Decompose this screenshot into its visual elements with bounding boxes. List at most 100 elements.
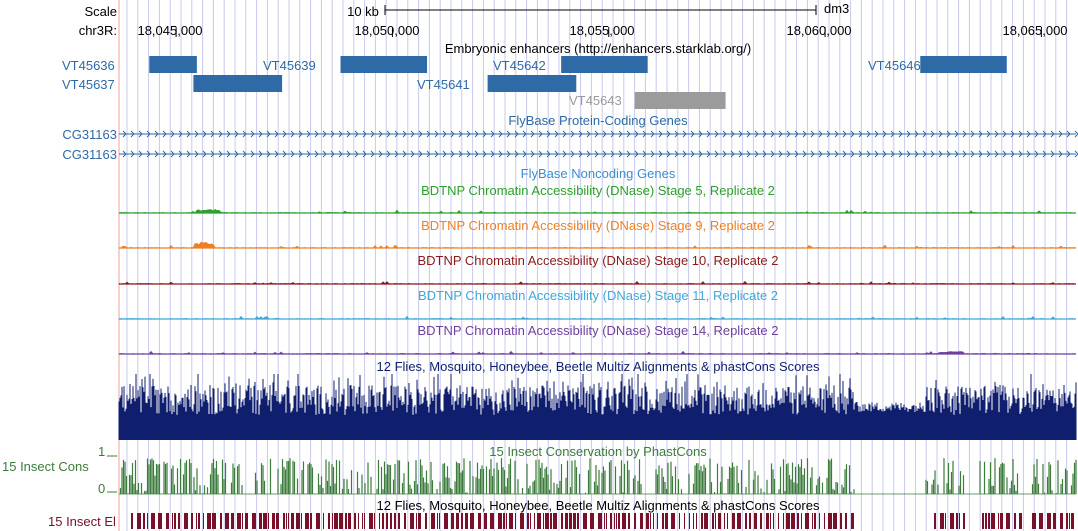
conserved-element: [286, 513, 287, 529]
conserved-element: [606, 513, 607, 529]
conserved-element: [196, 513, 197, 529]
conserved-element: [1047, 513, 1051, 529]
conserved-element: [791, 513, 795, 529]
conserved-element: [231, 513, 234, 529]
conserved-element: [242, 513, 243, 529]
conserved-element: [425, 513, 427, 529]
elements-side-label[interactable]: 15 Insect El: [48, 514, 116, 529]
scale-label: Scale: [84, 4, 117, 19]
dnase-track-title[interactable]: BDTNP Chromatin Accessibility (DNase) St…: [421, 183, 775, 198]
enhancer-label[interactable]: VT45636: [62, 58, 115, 73]
dnase-track-title[interactable]: BDTNP Chromatin Accessibility (DNase) St…: [421, 218, 775, 233]
conserved-element: [461, 513, 463, 529]
conserved-element: [348, 513, 351, 529]
conserved-element: [778, 513, 779, 529]
conserved-element: [358, 513, 359, 529]
conserved-element: [812, 513, 813, 529]
conserved-element: [207, 513, 211, 529]
conserved-element: [1060, 513, 1063, 529]
enhancer-feature: [634, 92, 726, 109]
conserved-element: [696, 513, 697, 529]
conserved-element: [550, 513, 552, 529]
ruler-tick-label: 18,050,000: [354, 23, 420, 38]
enhancer-track-title[interactable]: Embryonic enhancers (http://enhancers.st…: [444, 41, 752, 56]
conserved-element: [323, 513, 324, 529]
conserved-element: [291, 513, 294, 529]
conserved-element: [484, 513, 487, 529]
conserved-element: [622, 513, 626, 529]
ruler-tick-label: 18,045,000: [137, 23, 203, 38]
conserved-element: [988, 513, 990, 529]
conserved-element: [801, 513, 802, 529]
conserved-element: [288, 513, 289, 529]
conserved-element: [364, 513, 365, 529]
enhancer-label[interactable]: VT45643: [569, 93, 622, 108]
conserved-element: [263, 513, 267, 529]
enhancer-feature: [149, 56, 197, 73]
conserved-element: [693, 513, 694, 529]
dnase-track-title[interactable]: BDTNP Chromatin Accessibility (DNase) St…: [417, 288, 779, 303]
enhancer-label[interactable]: VT45639: [263, 58, 316, 73]
dnase-track-title[interactable]: BDTNP Chromatin Accessibility (DNase) St…: [417, 323, 779, 338]
conserved-element: [1071, 513, 1074, 529]
conserved-element: [404, 513, 406, 529]
conserved-element: [362, 513, 363, 529]
conserved-element: [212, 513, 216, 529]
conserved-element: [444, 513, 448, 529]
conserved-element: [934, 513, 936, 529]
multiz-track-title[interactable]: 12 Flies, Mosquito, Honeybee, Beetle Mul…: [376, 359, 820, 374]
conserved-element: [783, 513, 784, 529]
noncoding-track-title[interactable]: FlyBase Noncoding Genes: [520, 166, 676, 181]
conserved-element: [616, 513, 617, 529]
conserved-element: [418, 513, 421, 529]
conserved-element: [158, 513, 162, 529]
conserved-element: [950, 513, 954, 529]
conserved-element: [166, 513, 169, 529]
phastcons-side-label[interactable]: 15 Insect Cons: [2, 459, 89, 474]
conserved-element: [718, 513, 721, 529]
conserved-element: [390, 513, 392, 529]
conserved-element: [1053, 513, 1056, 529]
conserved-element: [172, 513, 173, 529]
conserved-element: [945, 513, 946, 529]
conserved-element: [814, 513, 816, 529]
enhancer-feature: [561, 56, 648, 73]
conserved-element: [701, 513, 703, 529]
enhancer-label[interactable]: VT45642: [493, 58, 546, 73]
enhancer-label[interactable]: VT45637: [62, 77, 115, 92]
elements-track-title[interactable]: 12 Flies, Mosquito, Honeybee, Beetle Mul…: [376, 498, 820, 513]
conserved-element: [565, 513, 568, 529]
conserved-element: [272, 513, 275, 529]
conserved-element: [268, 513, 269, 529]
conserved-element: [851, 513, 854, 529]
conserved-element: [470, 513, 474, 529]
conserved-element: [1019, 513, 1022, 529]
conserved-element: [573, 513, 576, 529]
conserved-element: [537, 513, 541, 529]
enhancer-label[interactable]: VT45641: [417, 77, 470, 92]
conserved-element: [598, 513, 602, 529]
gene-track-title[interactable]: FlyBase Protein-Coding Genes: [508, 113, 688, 128]
conserved-element: [509, 513, 513, 529]
conserved-element: [198, 513, 200, 529]
conserved-element: [959, 513, 960, 529]
conserved-element: [439, 513, 440, 529]
conserved-element: [749, 513, 751, 529]
conserved-element: [684, 513, 685, 529]
conserved-element: [770, 513, 771, 529]
conserved-element: [259, 513, 262, 529]
conserved-element: [824, 513, 825, 529]
conserved-element: [724, 513, 725, 529]
enhancer-label[interactable]: VT45646: [868, 58, 921, 73]
gene-label[interactable]: CG31163: [62, 147, 117, 162]
conserved-element: [653, 513, 654, 529]
conserved-element: [998, 513, 999, 529]
conserved-element: [646, 513, 649, 529]
phastcons-track-title[interactable]: 15 Insect Conservation by PhastCons: [489, 444, 707, 459]
dnase-track-title[interactable]: BDTNP Chromatin Accessibility (DNase) St…: [417, 253, 779, 268]
conserved-element: [614, 513, 615, 529]
gene-label[interactable]: CG31163: [62, 127, 117, 142]
conserved-element: [610, 513, 612, 529]
